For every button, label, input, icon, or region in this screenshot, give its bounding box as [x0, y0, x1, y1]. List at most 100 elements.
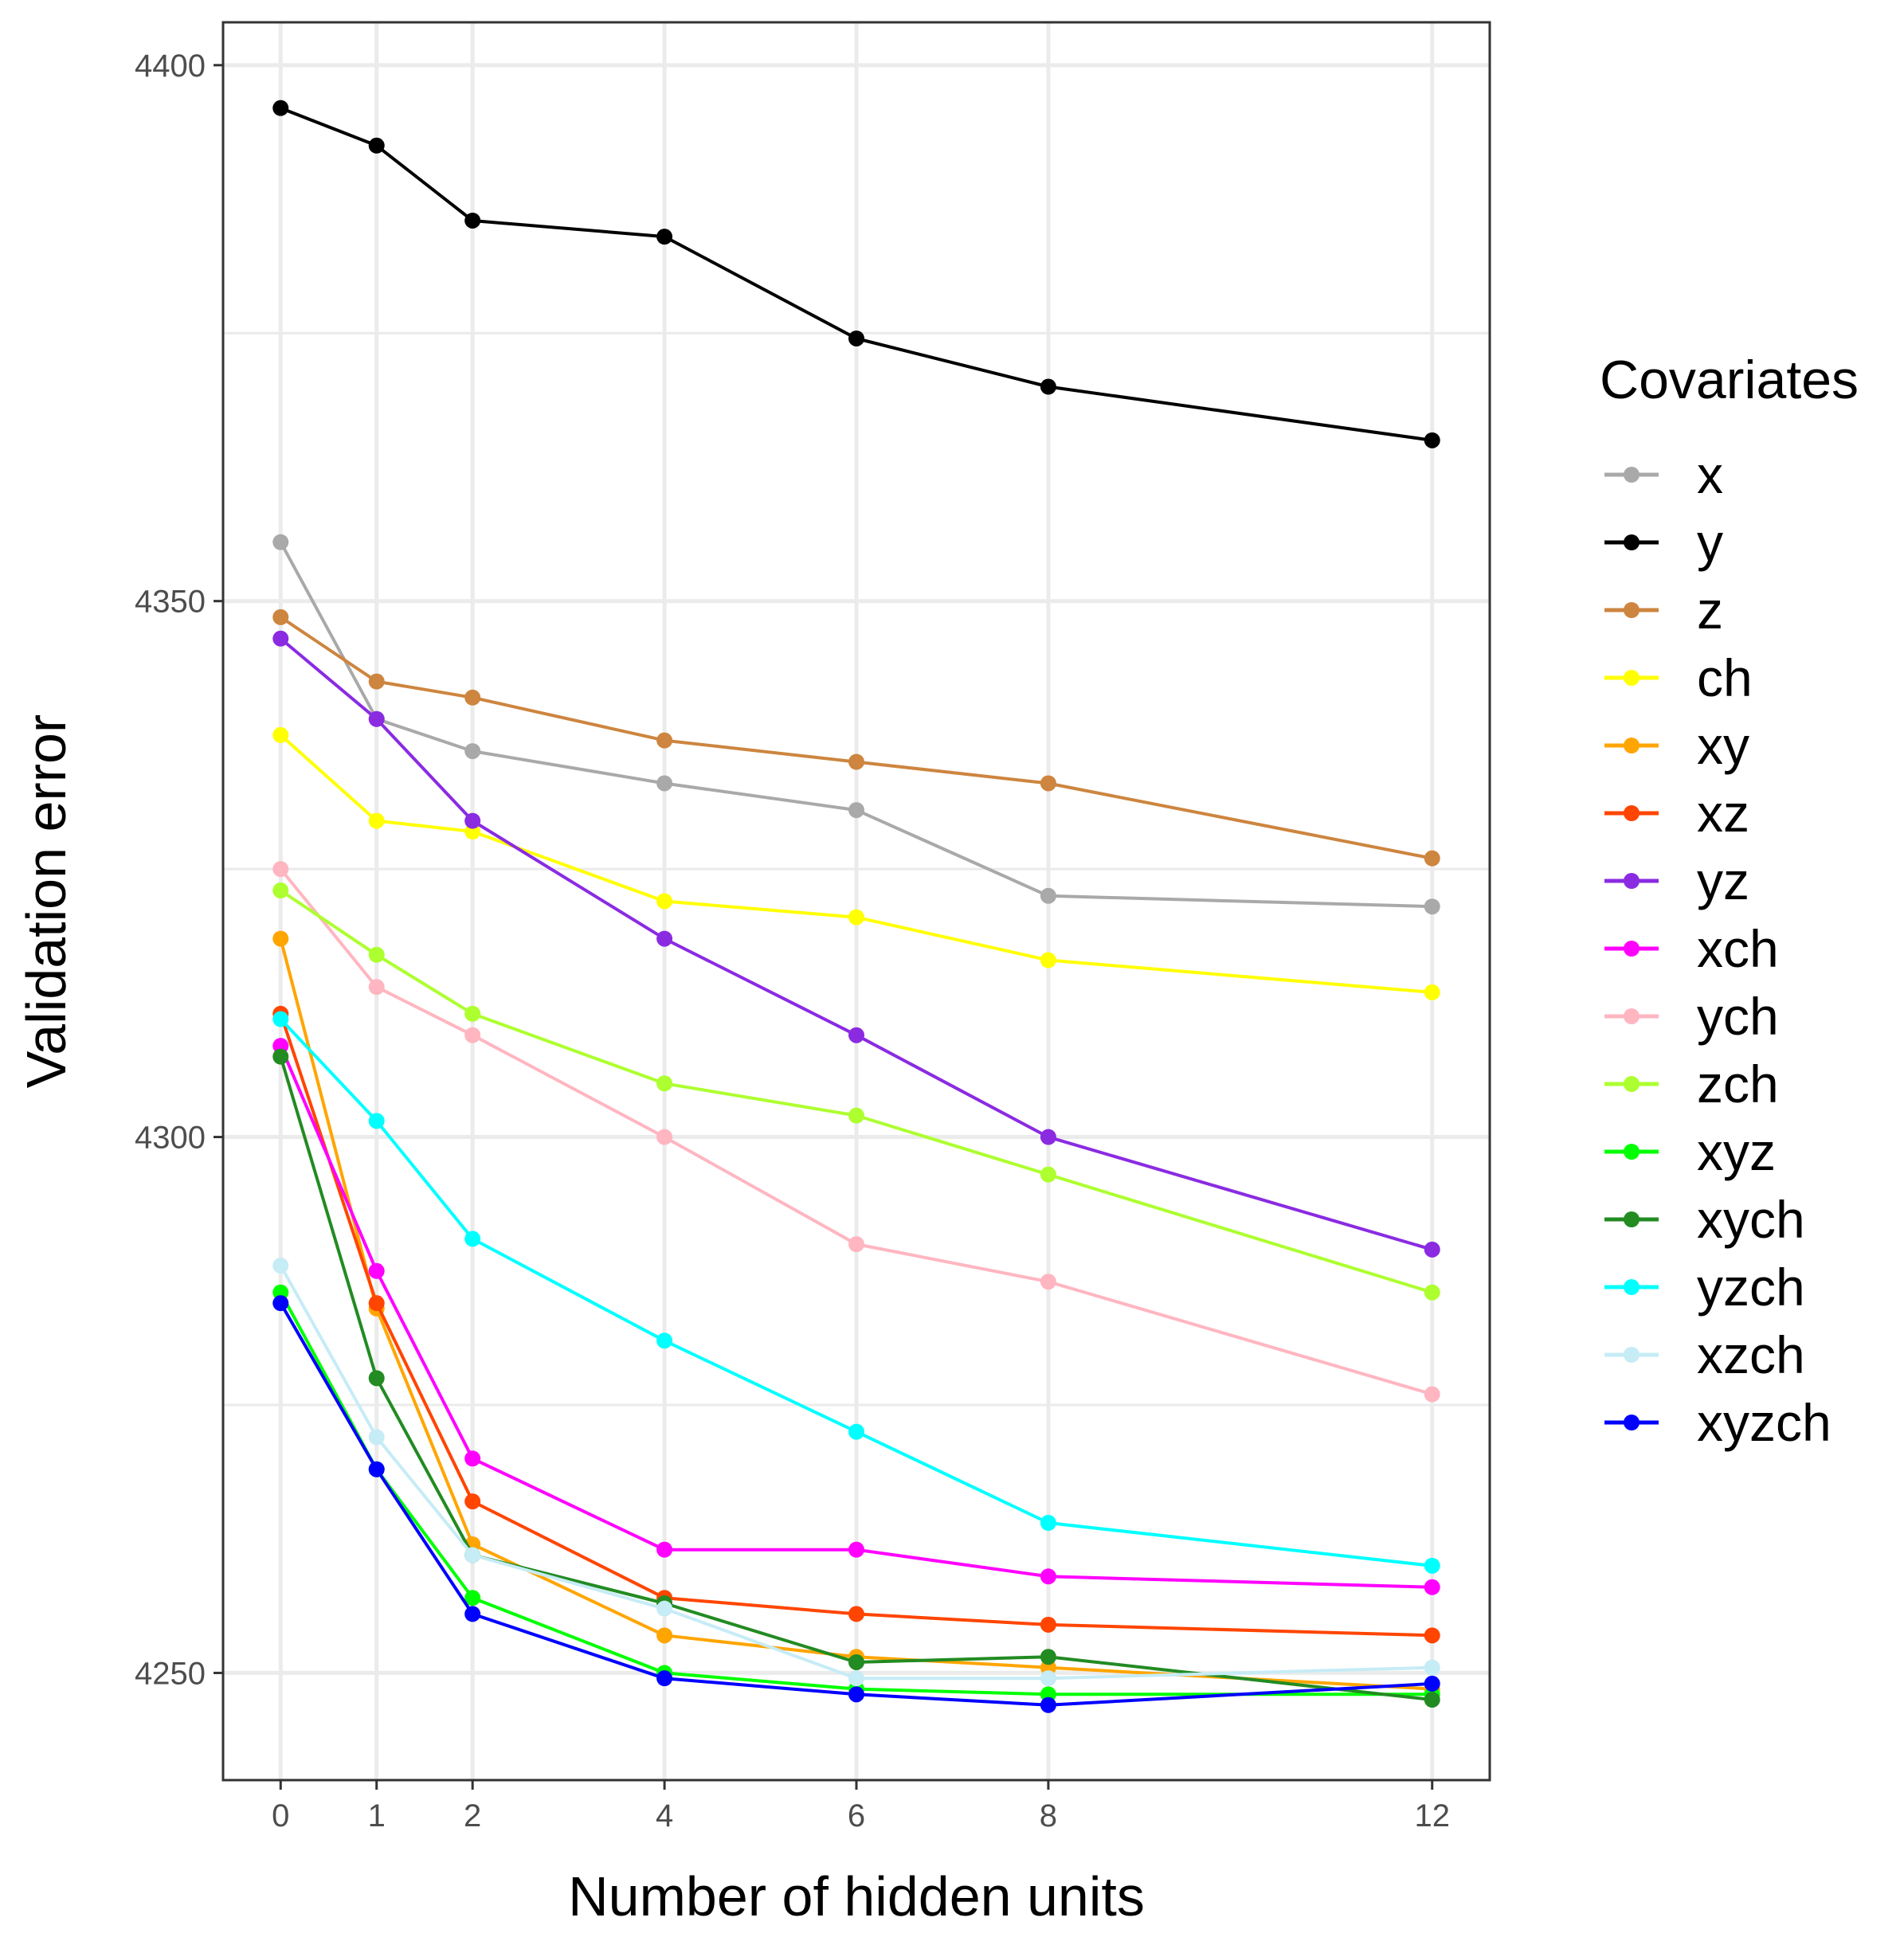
legend-key-point — [1624, 1144, 1640, 1160]
legend-item-xch: xch — [1604, 919, 1779, 978]
data-point-y — [1040, 378, 1056, 395]
data-point-ych — [1040, 1274, 1056, 1290]
data-point-zch — [272, 882, 289, 899]
y-tick-label: 4400 — [135, 49, 206, 84]
legend-item-z: z — [1604, 581, 1723, 640]
data-point-xyzch — [368, 1461, 385, 1477]
data-point-xzch — [1040, 1670, 1056, 1687]
x-tick-label: 2 — [464, 1798, 481, 1833]
data-point-yzch — [368, 1113, 385, 1129]
legend-key-point — [1624, 467, 1640, 483]
x-tick-label: 6 — [848, 1798, 865, 1833]
legend-label: x — [1697, 445, 1723, 504]
data-point-xyzch — [848, 1686, 864, 1703]
data-point-xch — [848, 1541, 864, 1558]
legend-item-xy: xy — [1604, 716, 1749, 775]
data-point-xyzch — [1040, 1696, 1056, 1713]
data-point-ch — [1040, 952, 1056, 969]
data-point-yzch — [656, 1332, 673, 1349]
legend-key-point — [1624, 1211, 1640, 1227]
data-point-x — [1424, 898, 1440, 915]
data-point-ych — [656, 1129, 673, 1145]
data-point-xzch — [272, 1258, 289, 1274]
data-point-xch — [1424, 1579, 1440, 1595]
data-point-y — [848, 330, 864, 346]
data-point-xz — [368, 1295, 385, 1312]
legend-key-point — [1624, 941, 1640, 957]
legend-item-xyz: xyz — [1604, 1122, 1776, 1181]
data-point-xych — [272, 1048, 289, 1065]
legend-key-point — [1624, 534, 1640, 550]
data-point-y — [1424, 432, 1440, 448]
legend-key-point — [1624, 670, 1640, 686]
data-point-xzch — [368, 1429, 385, 1446]
legend-label: zch — [1697, 1055, 1779, 1113]
series-yzch — [272, 1011, 1440, 1574]
legend-key-point — [1624, 1415, 1640, 1430]
legend-item-yzch: yzch — [1604, 1258, 1805, 1317]
legend-label: ych — [1697, 987, 1779, 1046]
y-tick-label: 4300 — [135, 1121, 206, 1156]
legend-item-y: y — [1604, 513, 1723, 572]
data-point-zch — [656, 1075, 673, 1092]
series-z — [272, 609, 1440, 867]
x-tick-label: 12 — [1414, 1798, 1450, 1833]
legend-label: z — [1697, 581, 1723, 640]
legend-item-ch: ch — [1604, 648, 1753, 707]
legend-item-x: x — [1604, 445, 1723, 504]
data-point-xyz — [464, 1590, 481, 1606]
legend-label: xy — [1697, 716, 1749, 775]
data-point-zch — [848, 1107, 864, 1124]
legend-item-ych: ych — [1604, 987, 1779, 1046]
data-point-yz — [1424, 1241, 1440, 1258]
x-axis-title: Number of hidden units — [568, 1865, 1145, 1927]
data-point-x — [656, 775, 673, 792]
data-point-yz — [464, 812, 481, 829]
data-point-y — [368, 137, 385, 154]
data-point-xy — [656, 1627, 673, 1644]
data-point-xzch — [848, 1670, 864, 1687]
data-point-ych — [272, 861, 289, 878]
legend-key-point — [1624, 1347, 1640, 1363]
data-point-xch — [1040, 1568, 1056, 1585]
data-point-y — [272, 100, 289, 116]
legend-item-xych: xych — [1604, 1190, 1805, 1249]
series-zch — [272, 882, 1440, 1301]
x-tick-label: 8 — [1040, 1798, 1057, 1833]
data-point-z — [464, 689, 481, 706]
data-point-ch — [272, 726, 289, 743]
legend-label: xch — [1697, 919, 1779, 978]
legend-label: yzch — [1697, 1258, 1805, 1317]
data-point-ch — [1424, 984, 1440, 1000]
series-y — [272, 100, 1440, 448]
data-point-xyzch — [272, 1295, 289, 1312]
legend-label: y — [1697, 513, 1723, 572]
x-tick-label: 1 — [368, 1798, 386, 1833]
legend-item-xzch: xzch — [1604, 1325, 1805, 1384]
data-point-zch — [464, 1005, 481, 1022]
data-point-z — [272, 609, 289, 625]
data-point-x — [848, 802, 864, 819]
legend-title: Covariates — [1600, 350, 1859, 410]
legend-key-point — [1624, 873, 1640, 889]
data-point-ch — [848, 909, 864, 925]
data-point-yz — [272, 630, 289, 647]
data-point-yzch — [1424, 1557, 1440, 1574]
legend-key-point — [1624, 805, 1640, 821]
legend-key-point — [1624, 738, 1640, 753]
data-point-yzch — [848, 1423, 864, 1440]
legend-label: xyz — [1697, 1122, 1776, 1181]
legend-label: xych — [1697, 1190, 1805, 1249]
data-point-xz — [1040, 1616, 1056, 1633]
data-point-x — [272, 534, 289, 550]
legend-label: yz — [1697, 851, 1749, 910]
data-point-ch — [368, 812, 385, 829]
data-point-xzch — [464, 1547, 481, 1563]
data-point-zch — [1040, 1166, 1056, 1183]
y-tick-label: 4350 — [135, 585, 206, 620]
x-tick-label: 0 — [272, 1798, 289, 1833]
legend-item-yz: yz — [1604, 851, 1749, 910]
legend-label: xz — [1697, 784, 1749, 843]
data-point-x — [464, 743, 481, 760]
